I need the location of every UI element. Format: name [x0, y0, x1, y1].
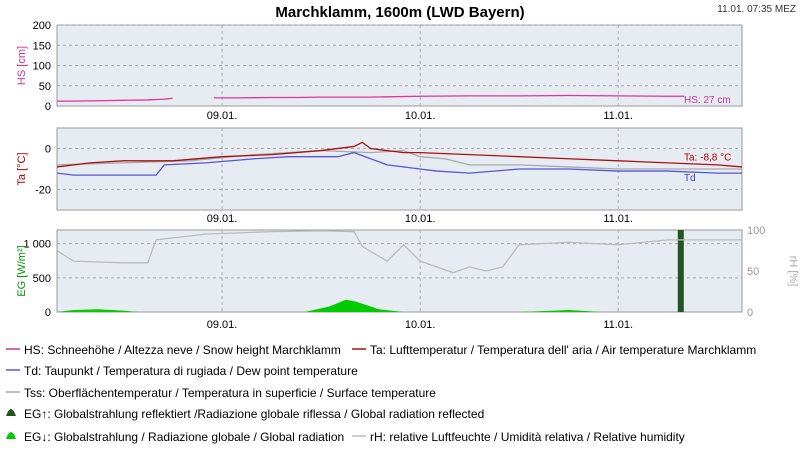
legend-label: EG↑: Globalstrahlung reflektiert /Radiaz… [24, 407, 484, 421]
x-tick-label: 11.01. [603, 110, 633, 122]
series-ta [56, 141, 743, 168]
chart-panels: 09.01. 10.01. 11.01. 0 50 100 150 200 HS [cm] HS:… [16, 20, 799, 331]
legend-label: EG↓: Globalstrahlung / Radiazione global… [24, 430, 344, 444]
chart-title: Marchklamm, 1600m (LWD Bayern) [275, 4, 524, 21]
legend-mound-swatch [6, 432, 16, 439]
y-axis-label: HS [cm] [16, 46, 28, 85]
y-axis-label: Ta [°C] [16, 152, 28, 185]
legend-item: Ta: Lufttemperatur / Temperatura dell' a… [352, 343, 756, 357]
y-right-tick-label: 50 [747, 266, 759, 278]
timestamp: 11.01. 07:35 MEZ [717, 4, 796, 15]
y-right-axis-label: rH [%] [787, 256, 799, 287]
legend-item: rH: relative Luftfeuchte / Umidità relat… [352, 430, 685, 444]
legend-item: HS: Schneehöhe / Altezza neve / Snow hei… [6, 343, 341, 357]
legend-label: HS: Schneehöhe / Altezza neve / Snow hei… [24, 343, 341, 357]
panel-1: 09.01. 10.01. 11.01. 0 50 100 150 200 HS [cm] HS:… [16, 20, 743, 122]
panel-2: 09.01. 10.01. 11.01. -20 0 Ta [°C] Ta: -8,8 °C… [16, 127, 743, 225]
x-tick-label: 11.01. [603, 319, 633, 331]
series-annotation: Ta: -8,8 °C [684, 153, 731, 164]
y-tick-label: 500 [33, 273, 51, 285]
series-tss [56, 149, 742, 170]
legend-mound-swatch [6, 409, 16, 416]
y-tick-label: -20 [35, 185, 51, 197]
y-tick-label: 1 000 [23, 239, 51, 251]
x-tick-label: 09.01. [207, 319, 238, 331]
y-right-tick-label: 100 [747, 225, 765, 237]
chart-legend: HS: Schneehöhe / Altezza neve / Snow hei… [6, 343, 756, 444]
x-tick-label: 09.01. [207, 110, 238, 122]
legend-item: EG↑: Globalstrahlung reflektiert /Radiaz… [6, 407, 484, 421]
y-tick-label: 0 [45, 144, 51, 156]
bar-eg-reflected [677, 230, 684, 312]
legend-label: rH: relative Luftfeuchte / Umidità relat… [370, 430, 685, 444]
y-tick-label: 0 [45, 101, 51, 113]
legend-item: Tss: Oberflächentemperatur / Temperatura… [6, 386, 436, 400]
x-tick-label: 10.01. [405, 319, 436, 331]
legend-item: EG↓: Globalstrahlung / Radiazione global… [6, 430, 344, 444]
y-axis-label: EG [W/m²] [16, 245, 28, 296]
series-annotation: HS: 27 cm [684, 95, 731, 106]
legend-label: Ta: Lufttemperatur / Temperatura dell' a… [370, 343, 756, 357]
panel-3: 09.01. 10.01. 11.01. 0 500 1 000 0 50 100 rH [%] E… [16, 225, 799, 331]
series-annotation: Td [684, 173, 696, 184]
legend-item: Td: Taupunkt / Temperatura di rugiada / … [6, 364, 358, 378]
series-rh [56, 230, 742, 274]
y-tick-label: 50 [39, 81, 51, 93]
x-tick-label: 10.01. [405, 213, 436, 225]
x-tick-label: 10.01. [405, 110, 436, 122]
y-tick-label: 100 [33, 61, 51, 73]
y-tick-label: 200 [33, 20, 51, 32]
series-hs [57, 97, 173, 102]
series-hs [213, 94, 685, 99]
x-tick-label: 11.01. [603, 213, 633, 225]
x-tick-label: 09.01. [207, 213, 238, 225]
y-tick-label: 150 [33, 40, 51, 52]
legend-label: Td: Taupunkt / Temperatura di rugiada / … [24, 364, 358, 378]
y-right-tick-label: 0 [747, 307, 753, 319]
legend-label: Tss: Oberflächentemperatur / Temperatura… [24, 386, 436, 400]
series-td [56, 151, 742, 176]
y-tick-label: 0 [45, 307, 51, 319]
